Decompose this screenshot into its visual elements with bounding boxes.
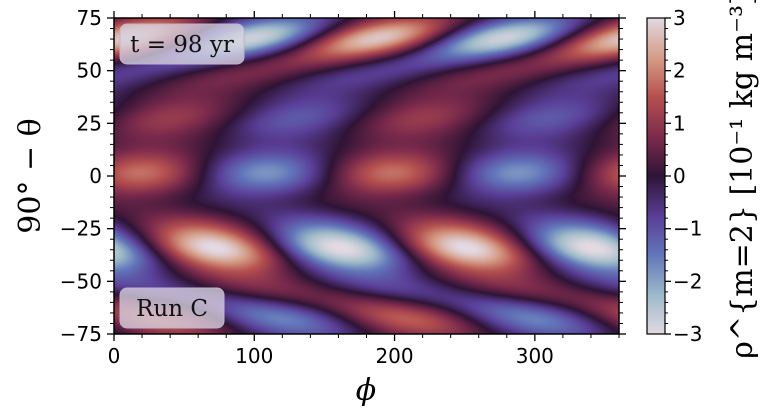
colorbar-tick-label: −3 bbox=[673, 322, 702, 346]
y-axis: 75 50 25 0 −25 −50 −75 bbox=[60, 6, 626, 346]
colorbar-tick-label: −1 bbox=[673, 217, 702, 241]
heatmap bbox=[114, 18, 619, 334]
x-tick-label: 100 bbox=[235, 344, 273, 368]
x-axis: 0 100 200 300 bbox=[108, 11, 620, 368]
y-tick-label: 0 bbox=[89, 164, 102, 188]
time-annotation-text: t = 98 yr bbox=[130, 32, 234, 58]
colorbar-tick-label: 3 bbox=[673, 6, 686, 30]
x-tick-label: 0 bbox=[108, 344, 121, 368]
colorbar-tick-label: −2 bbox=[673, 269, 702, 293]
colorbar-tick-label: 2 bbox=[673, 59, 686, 83]
colorbar-label: ρ^{m=2} [10⁻¹ kg m⁻³] bbox=[725, 0, 760, 359]
x-tick-label: 200 bbox=[375, 344, 413, 368]
run-annotation: Run C bbox=[119, 287, 225, 329]
y-tick-label: 50 bbox=[77, 59, 102, 83]
colorbar-ticks: 3 2 1 0 −1 −2 −3 bbox=[665, 6, 702, 346]
y-tick-label: −75 bbox=[60, 322, 102, 346]
colorbar-tick-label: 1 bbox=[673, 111, 686, 135]
y-tick-label: 75 bbox=[77, 6, 102, 30]
y-tick-label: −50 bbox=[60, 269, 102, 293]
time-annotation: t = 98 yr bbox=[119, 23, 245, 65]
y-tick-label: 25 bbox=[77, 111, 102, 135]
time-annotation-box bbox=[119, 23, 245, 65]
y-axis-label: 90° − θ bbox=[13, 118, 48, 233]
x-axis-label: ϕ bbox=[356, 373, 376, 408]
colorbar: 3 2 1 0 −1 −2 −3 ρ^{m=2} [10⁻¹ kg m⁻³] bbox=[646, 0, 760, 359]
colorbar-gradient bbox=[646, 17, 666, 335]
run-annotation-text: Run C bbox=[136, 296, 208, 322]
y-tick-label: −25 bbox=[60, 217, 102, 241]
run-annotation-box bbox=[119, 287, 225, 329]
colorbar-tick-label: 0 bbox=[673, 164, 686, 188]
x-tick-label: 300 bbox=[516, 344, 554, 368]
